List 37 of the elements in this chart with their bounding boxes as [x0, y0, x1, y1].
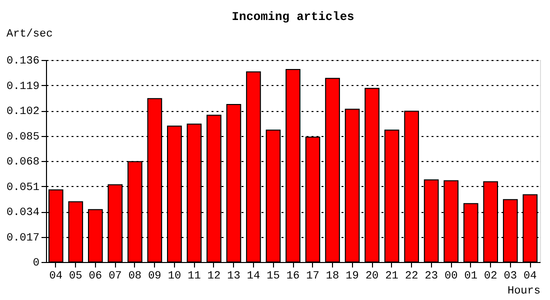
- x-tick-label: 14: [246, 270, 260, 282]
- y-tick-label: 0: [32, 258, 40, 270]
- x-tick-label: 13: [227, 270, 240, 282]
- x-tick-label: 09: [148, 270, 162, 282]
- y-tick-label: 0.119: [6, 80, 40, 93]
- x-tick-label: 19: [346, 270, 359, 282]
- x-tick-label: 05: [69, 270, 82, 282]
- x-tick-label: 20: [365, 270, 379, 282]
- x-tick-label: 07: [108, 270, 122, 282]
- x-tick-label: 16: [286, 270, 300, 282]
- x-tick-label: 01: [464, 270, 478, 282]
- y-axis-title: Art/sec: [6, 28, 53, 40]
- y-tick-label: 0.051: [6, 182, 40, 194]
- y-tick-label: 0.102: [6, 106, 40, 118]
- x-tick-label: 04: [49, 270, 63, 282]
- x-tick-label: 02: [484, 270, 498, 282]
- x-tick-label: 23: [424, 270, 438, 282]
- x-axis-title: Hours: [507, 286, 540, 298]
- x-tick-label: 17: [306, 270, 320, 282]
- chart-title: Incoming articles: [232, 10, 354, 24]
- x-tick-label: 10: [168, 270, 182, 282]
- x-tick-label: 22: [404, 270, 418, 282]
- y-tick-label: 0.068: [6, 156, 40, 168]
- x-tick-label: 03: [504, 270, 517, 282]
- x-tick-label: 00: [444, 270, 458, 282]
- x-tick-label: 15: [266, 270, 280, 282]
- x-tick-label: 04: [524, 270, 538, 282]
- y-tick-label: 0.085: [6, 131, 40, 144]
- x-tick-label: 06: [88, 270, 102, 282]
- y-tick-label: 0.136: [6, 56, 40, 68]
- x-tick-label: 08: [128, 270, 142, 282]
- x-tick-label: 11: [188, 270, 202, 282]
- x-tick-label: 12: [207, 270, 221, 282]
- y-tick-label: 0.034: [6, 207, 40, 219]
- x-tick-label: 18: [326, 270, 340, 282]
- x-tick-label: 21: [385, 270, 399, 282]
- y-tick-label: 0.017: [6, 232, 40, 244]
